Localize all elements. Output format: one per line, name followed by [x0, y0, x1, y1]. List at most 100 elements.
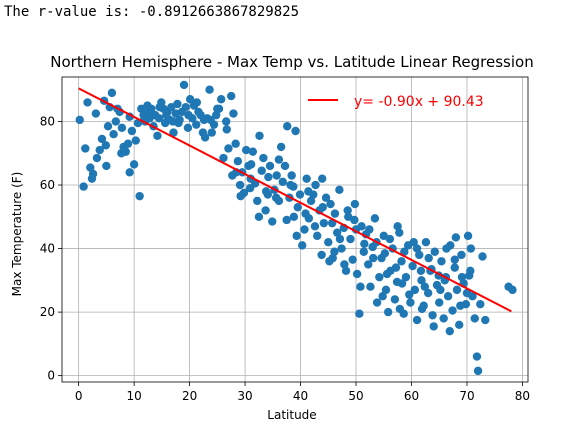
data-point — [81, 144, 90, 153]
data-point — [173, 99, 182, 109]
data-point — [102, 161, 111, 171]
data-point — [378, 292, 387, 301]
data-point — [304, 187, 313, 196]
data-point — [457, 250, 466, 260]
data-point — [360, 239, 369, 248]
data-point — [317, 174, 327, 183]
data-point — [109, 129, 118, 139]
legend: y= -0.90x + 90.43 — [308, 94, 484, 110]
data-point — [222, 125, 231, 134]
data-point — [241, 145, 251, 155]
data-point — [131, 136, 140, 145]
rvalue-output: The r-value is: -0.8912663867829825 — [4, 4, 300, 20]
data-point — [423, 288, 433, 298]
data-point — [222, 117, 231, 126]
data-point — [395, 304, 405, 314]
data-point — [274, 155, 284, 164]
data-point — [185, 95, 195, 104]
legend-label: y= -0.90x + 90.43 — [354, 94, 484, 110]
data-point — [442, 244, 451, 253]
data-point — [435, 298, 444, 307]
data-point — [369, 253, 378, 263]
data-point — [382, 269, 392, 279]
data-point — [282, 215, 291, 225]
data-point — [117, 123, 127, 133]
data-point — [428, 311, 437, 320]
data-point — [229, 109, 238, 118]
data-point — [381, 285, 391, 295]
data-point — [300, 225, 309, 234]
data-point — [192, 120, 201, 129]
data-point — [481, 315, 490, 325]
data-point — [276, 142, 286, 152]
data-point — [412, 315, 422, 325]
data-point — [127, 126, 137, 136]
data-point — [117, 149, 126, 158]
data-point — [324, 238, 333, 247]
data-point — [205, 85, 214, 94]
data-point — [206, 115, 215, 125]
data-point — [255, 131, 264, 140]
data-point — [287, 171, 296, 180]
data-point — [265, 161, 275, 171]
data-point — [478, 252, 487, 261]
data-point — [264, 172, 273, 182]
data-point — [200, 133, 210, 142]
data-point — [227, 91, 236, 101]
data-point — [236, 191, 245, 201]
data-point — [401, 272, 411, 282]
data-point — [391, 263, 401, 272]
data-point — [295, 190, 305, 199]
data-point — [430, 247, 439, 256]
data-point — [207, 128, 216, 137]
data-point — [445, 326, 454, 336]
data-point — [335, 234, 345, 244]
data-point — [332, 228, 342, 237]
data-point — [406, 298, 415, 307]
data-point — [341, 266, 351, 276]
data-point — [169, 128, 178, 137]
data-point — [254, 212, 264, 221]
data-point — [375, 272, 384, 282]
data-point — [318, 203, 327, 212]
data-point — [91, 109, 101, 118]
data-point — [330, 209, 340, 218]
data-point — [448, 306, 457, 315]
data-point — [462, 288, 472, 298]
data-point — [464, 271, 474, 280]
data-point — [129, 160, 139, 169]
data-point — [450, 255, 459, 264]
data-point — [372, 298, 382, 307]
data-point — [470, 314, 479, 323]
x-tick-label: 40 — [293, 389, 308, 403]
data-point — [397, 257, 406, 266]
data-point — [417, 276, 426, 285]
data-point — [253, 196, 262, 206]
data-point — [380, 249, 390, 258]
data-point — [395, 228, 404, 237]
data-point — [335, 185, 344, 194]
data-point — [400, 247, 409, 256]
data-point — [350, 199, 360, 209]
data-point — [439, 314, 448, 323]
chart-title: Northern Hemisphere - Max Temp vs. Latit… — [50, 53, 533, 71]
data-point — [321, 193, 331, 202]
x-tick-label: 30 — [237, 389, 252, 403]
data-point — [437, 257, 446, 266]
data-point — [352, 269, 362, 279]
data-point — [217, 95, 226, 104]
data-point — [385, 234, 395, 244]
data-point — [310, 222, 320, 231]
data-point — [365, 225, 374, 234]
data-point — [259, 153, 268, 163]
data-point — [184, 110, 193, 120]
data-point — [319, 218, 329, 228]
data-point — [312, 231, 322, 241]
data-point — [393, 222, 402, 231]
x-tick-label: 70 — [459, 389, 474, 403]
data-points — [75, 80, 517, 376]
y-tick-label: 80 — [40, 114, 55, 128]
data-point — [75, 115, 84, 125]
data-point — [155, 102, 164, 112]
data-point — [111, 117, 121, 126]
